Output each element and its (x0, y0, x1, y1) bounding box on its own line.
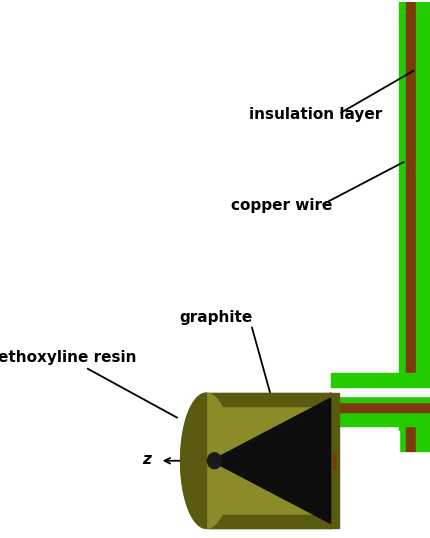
Bar (331, 387, 430, 396)
Bar (331, 396, 430, 402)
Ellipse shape (207, 453, 221, 469)
Bar (331, 412, 430, 426)
Ellipse shape (322, 393, 338, 528)
Text: ethoxyline resin: ethoxyline resin (0, 350, 136, 365)
Text: z: z (142, 452, 151, 467)
Bar (206, 515, 331, 528)
Text: r: r (218, 408, 226, 423)
Bar (329, 393, 338, 528)
Bar (416, 2, 430, 451)
Bar (388, 431, 399, 491)
Bar (206, 393, 331, 406)
Bar (206, 393, 331, 528)
Bar (399, 2, 406, 451)
Bar (406, 2, 416, 451)
Polygon shape (212, 398, 331, 523)
Text: insulation layer: insulation layer (249, 107, 382, 122)
Bar (331, 402, 430, 412)
Polygon shape (181, 393, 206, 528)
Bar (331, 373, 430, 387)
Bar (333, 453, 335, 469)
Text: graphite: graphite (180, 310, 253, 325)
Text: copper wire: copper wire (231, 198, 333, 213)
Bar (388, 2, 399, 451)
Ellipse shape (181, 393, 232, 528)
